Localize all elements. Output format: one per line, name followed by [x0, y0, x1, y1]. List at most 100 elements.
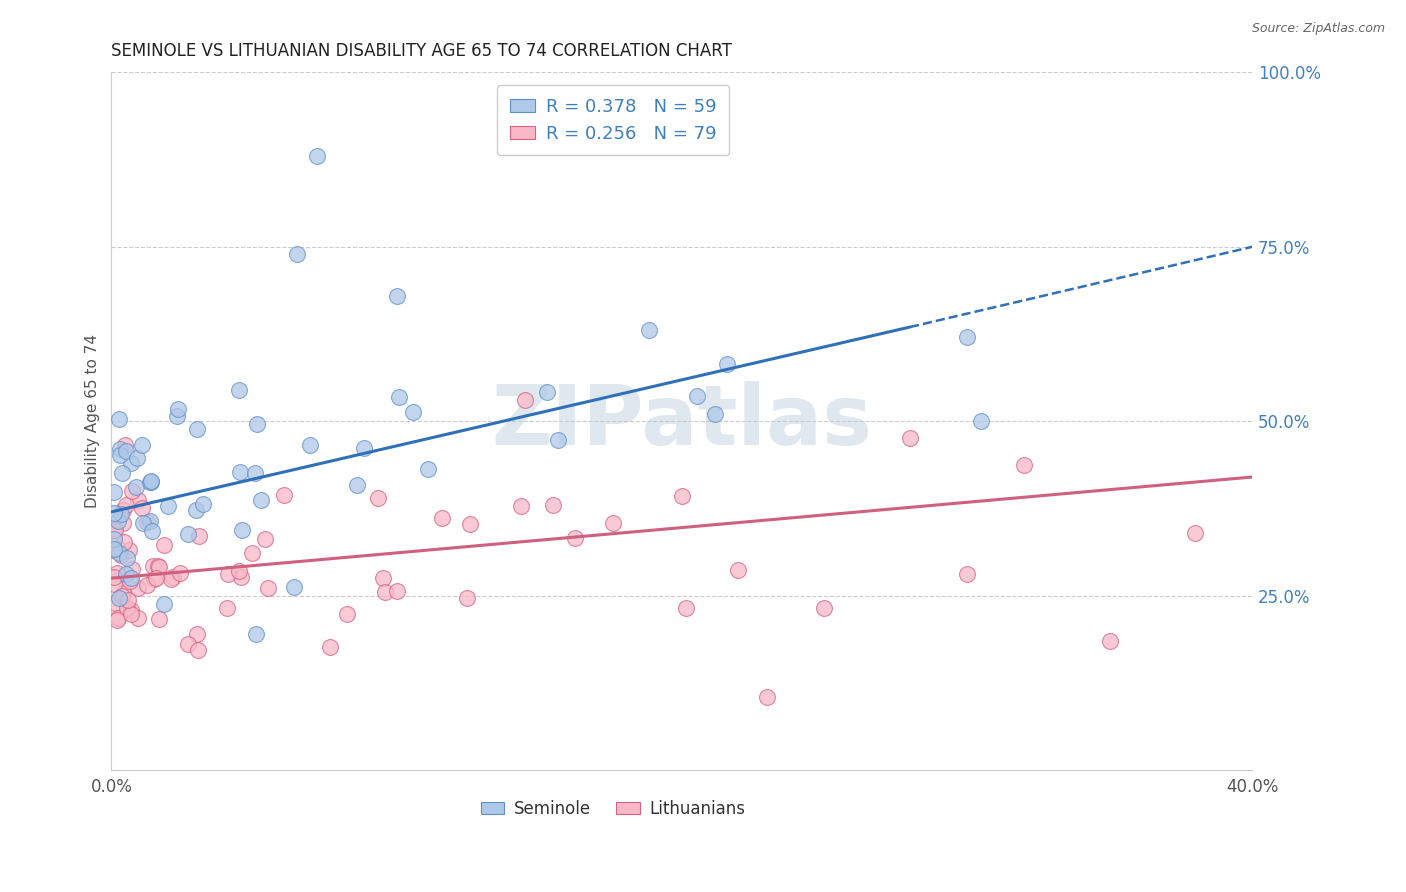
Lithuanians	[273, 487, 295, 501]
Seminole	[245, 467, 267, 481]
Lithuanians	[112, 534, 135, 549]
Lithuanians	[371, 571, 394, 585]
Seminole	[250, 493, 273, 508]
Seminole	[103, 532, 125, 546]
Seminole	[107, 546, 129, 560]
Lithuanians	[509, 499, 531, 513]
Seminole	[107, 515, 129, 529]
Lithuanians	[387, 584, 409, 599]
Lithuanians	[215, 601, 238, 615]
Lithuanians	[121, 562, 143, 576]
Lithuanians	[103, 596, 125, 610]
Seminole	[229, 465, 252, 479]
Seminole	[131, 438, 153, 452]
Lithuanians	[135, 577, 157, 591]
Seminole	[353, 441, 375, 455]
Lithuanians	[120, 574, 142, 588]
Seminole	[103, 507, 125, 521]
Lithuanians	[162, 570, 184, 584]
Lithuanians	[336, 607, 359, 621]
Lithuanians	[367, 491, 389, 505]
Seminole	[115, 443, 138, 458]
Seminole	[103, 485, 125, 500]
Text: SEMINOLE VS LITHUANIAN DISABILITY AGE 65 TO 74 CORRELATION CHART: SEMINOLE VS LITHUANIAN DISABILITY AGE 65…	[111, 42, 733, 60]
Seminole	[231, 523, 253, 537]
Seminole	[298, 438, 321, 452]
Y-axis label: Disability Age 65 to 74: Disability Age 65 to 74	[86, 334, 100, 508]
Lithuanians	[117, 593, 139, 607]
Seminole	[115, 551, 138, 566]
Seminole	[167, 401, 190, 416]
Seminole	[245, 627, 267, 641]
Text: Source: ZipAtlas.com: Source: ZipAtlas.com	[1251, 22, 1385, 36]
Seminole	[686, 389, 709, 403]
Lithuanians	[253, 532, 276, 546]
Lithuanians	[186, 627, 208, 641]
Lithuanians	[756, 690, 779, 704]
Seminole	[124, 480, 146, 494]
Lithuanians	[110, 548, 132, 562]
Seminole	[402, 404, 425, 418]
Seminole	[127, 450, 149, 465]
Lithuanians	[115, 601, 138, 615]
Lithuanians	[148, 612, 170, 626]
Lithuanians	[111, 589, 134, 603]
Lithuanians	[115, 498, 138, 512]
Lithuanians	[513, 393, 536, 408]
Seminole	[139, 475, 162, 490]
Lithuanians	[229, 569, 252, 583]
Lithuanians	[135, 516, 157, 530]
Lithuanians	[112, 586, 135, 600]
Lithuanians	[1098, 634, 1121, 648]
Lithuanians	[256, 581, 278, 595]
Seminole	[283, 581, 305, 595]
Seminole	[156, 499, 179, 513]
Lithuanians	[564, 532, 586, 546]
Lithuanians	[142, 558, 165, 573]
Lithuanians	[727, 563, 749, 577]
Seminole	[385, 288, 408, 302]
Lithuanians	[319, 640, 342, 654]
Lithuanians	[240, 546, 263, 560]
Lithuanians	[112, 503, 135, 517]
Lithuanians	[127, 493, 149, 508]
Lithuanians	[456, 591, 478, 605]
Seminole	[139, 475, 162, 489]
Lithuanians	[148, 560, 170, 574]
Lithuanians	[118, 542, 141, 557]
Seminole	[132, 516, 155, 530]
Seminole	[166, 409, 188, 424]
Seminole	[956, 330, 979, 344]
Lithuanians	[103, 543, 125, 558]
Lithuanians	[228, 564, 250, 578]
Lithuanians	[104, 523, 127, 537]
Lithuanians	[187, 642, 209, 657]
Lithuanians	[671, 489, 693, 503]
Lithuanians	[105, 613, 128, 627]
Lithuanians	[103, 527, 125, 541]
Lithuanians	[217, 566, 239, 581]
Seminole	[120, 571, 142, 585]
Lithuanians	[127, 611, 149, 625]
Lithuanians	[898, 431, 921, 445]
Seminole	[107, 591, 129, 605]
Lithuanians	[143, 572, 166, 586]
Lithuanians	[107, 611, 129, 625]
Lithuanians	[111, 516, 134, 530]
Seminole	[246, 417, 269, 431]
Seminole	[305, 149, 328, 163]
Seminole	[121, 457, 143, 471]
Seminole	[388, 390, 411, 404]
Seminole	[111, 467, 134, 481]
Seminole	[346, 477, 368, 491]
Lithuanians	[103, 569, 125, 583]
Seminole	[193, 497, 215, 511]
Lithuanians	[153, 538, 176, 552]
Text: ZIPatlas: ZIPatlas	[491, 381, 872, 462]
Lithuanians	[120, 603, 142, 617]
Lithuanians	[1184, 525, 1206, 540]
Seminole	[536, 384, 558, 399]
Seminole	[115, 567, 138, 582]
Seminole	[108, 442, 131, 456]
Lithuanians	[602, 516, 624, 530]
